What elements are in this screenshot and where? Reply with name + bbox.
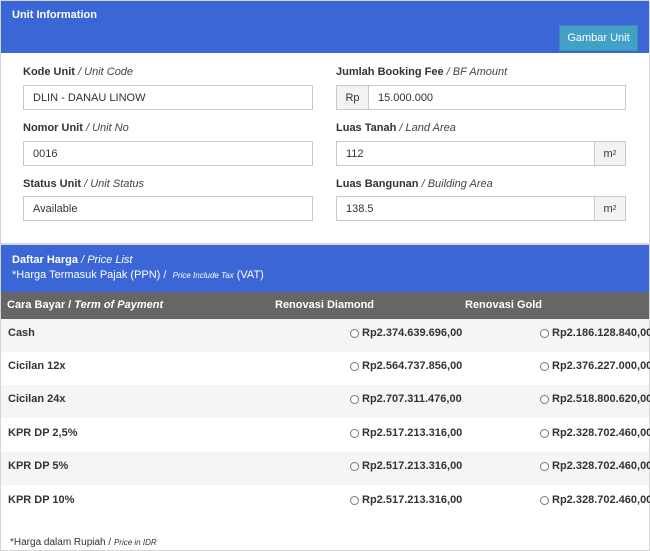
payment-term-label: KPR DP 10%: [8, 494, 75, 506]
gold-price-option[interactable]: Rp2.328.702.460,00: [540, 427, 650, 439]
nomor-unit-field[interactable]: 0016: [23, 141, 313, 166]
column-renovasi-diamond: Renovasi Diamond: [275, 299, 375, 311]
payment-term-label: Cash: [8, 327, 35, 339]
gold-price-option[interactable]: Rp2.376.227.000,00: [540, 360, 650, 372]
kode-unit-label: Kode Unit / Unit Code: [23, 66, 134, 78]
radio-icon[interactable]: [540, 394, 549, 404]
price-list-panel: Daftar Harga / Price List *Harga Termasu…: [0, 244, 650, 551]
price-table-header: Cara Bayar / Term of Payment Renovasi Di…: [1, 292, 649, 319]
table-row: KPR DP 10% Rp2.517.213.316,00 Rp2.328.70…: [1, 486, 650, 519]
radio-icon[interactable]: [350, 495, 359, 505]
radio-icon[interactable]: [350, 361, 359, 371]
radio-icon[interactable]: [540, 428, 549, 438]
payment-term-label: KPR DP 2,5%: [8, 427, 78, 439]
radio-icon[interactable]: [350, 461, 359, 471]
luas-bangunan-label: Luas Bangunan / Building Area: [336, 178, 493, 190]
booking-fee-currency-addon: Rp: [336, 85, 369, 110]
kode-unit-field[interactable]: DLIN - DANAU LINOW: [23, 85, 313, 110]
luas-bangunan-field[interactable]: 138.5: [336, 196, 595, 221]
price-list-header: Daftar Harga / Price List *Harga Termasu…: [1, 245, 649, 292]
table-row: KPR DP 2,5% Rp2.517.213.316,00 Rp2.328.7…: [1, 419, 650, 452]
unit-information-header: Unit Information Gambar Unit: [1, 1, 649, 53]
radio-icon[interactable]: [540, 328, 549, 338]
table-row: Cash Rp2.374.639.696,00 Rp2.186.128.840,…: [1, 319, 650, 352]
price-list-title: Daftar Harga / Price List: [12, 254, 133, 266]
diamond-price-option[interactable]: Rp2.517.213.316,00: [350, 427, 462, 439]
unit-information-title: Unit Information: [12, 9, 97, 21]
payment-term-label: Cicilan 24x: [8, 393, 66, 405]
payment-term-label: Cicilan 12x: [8, 360, 66, 372]
radio-icon[interactable]: [540, 361, 549, 371]
radio-icon[interactable]: [540, 495, 549, 505]
table-row: KPR DP 5% Rp2.517.213.316,00 Rp2.328.702…: [1, 452, 650, 485]
diamond-price-option[interactable]: Rp2.517.213.316,00: [350, 460, 462, 472]
column-renovasi-gold: Renovasi Gold: [465, 299, 543, 311]
status-unit-label: Status Unit / Unit Status: [23, 178, 145, 190]
luas-tanah-label: Luas Tanah / Land Area: [336, 122, 456, 134]
table-row: Cicilan 12x Rp2.564.737.856,00 Rp2.376.2…: [1, 352, 650, 385]
gold-price-option[interactable]: Rp2.328.702.460,00: [540, 494, 650, 506]
booking-fee-field[interactable]: 15.000.000: [368, 85, 626, 110]
table-row: Cicilan 24x Rp2.707.311.476,00 Rp2.518.8…: [1, 385, 650, 418]
luas-tanah-field[interactable]: 112: [336, 141, 595, 166]
radio-icon[interactable]: [540, 461, 549, 471]
nomor-unit-label: Nomor Unit / Unit No: [23, 122, 129, 134]
status-unit-field[interactable]: Available: [23, 196, 313, 221]
gold-price-option[interactable]: Rp2.328.702.460,00: [540, 460, 650, 472]
gold-price-option[interactable]: Rp2.186.128.840,00: [540, 327, 650, 339]
unit-information-panel: Unit Information Gambar Unit Kode Unit /…: [0, 0, 650, 244]
radio-icon[interactable]: [350, 394, 359, 404]
radio-icon[interactable]: [350, 328, 359, 338]
currency-footnote: *Harga dalam Rupiah / Price in IDR: [10, 537, 157, 548]
diamond-price-option[interactable]: Rp2.564.737.856,00: [350, 360, 462, 372]
booking-fee-label: Jumlah Booking Fee / BF Amount: [336, 66, 508, 78]
gold-price-option[interactable]: Rp2.518.800.620,00: [540, 393, 650, 405]
diamond-price-option[interactable]: Rp2.517.213.316,00: [350, 494, 462, 506]
column-payment-term: Cara Bayar / Term of Payment: [7, 299, 164, 311]
radio-icon[interactable]: [350, 428, 359, 438]
gambar-unit-button[interactable]: Gambar Unit: [559, 25, 638, 51]
tax-note: *Harga Termasuk Pajak (PPN) / Price Incl…: [12, 269, 264, 281]
diamond-price-option[interactable]: Rp2.707.311.476,00: [350, 393, 462, 405]
payment-term-label: KPR DP 5%: [8, 460, 69, 472]
diamond-price-option[interactable]: Rp2.374.639.696,00: [350, 327, 462, 339]
